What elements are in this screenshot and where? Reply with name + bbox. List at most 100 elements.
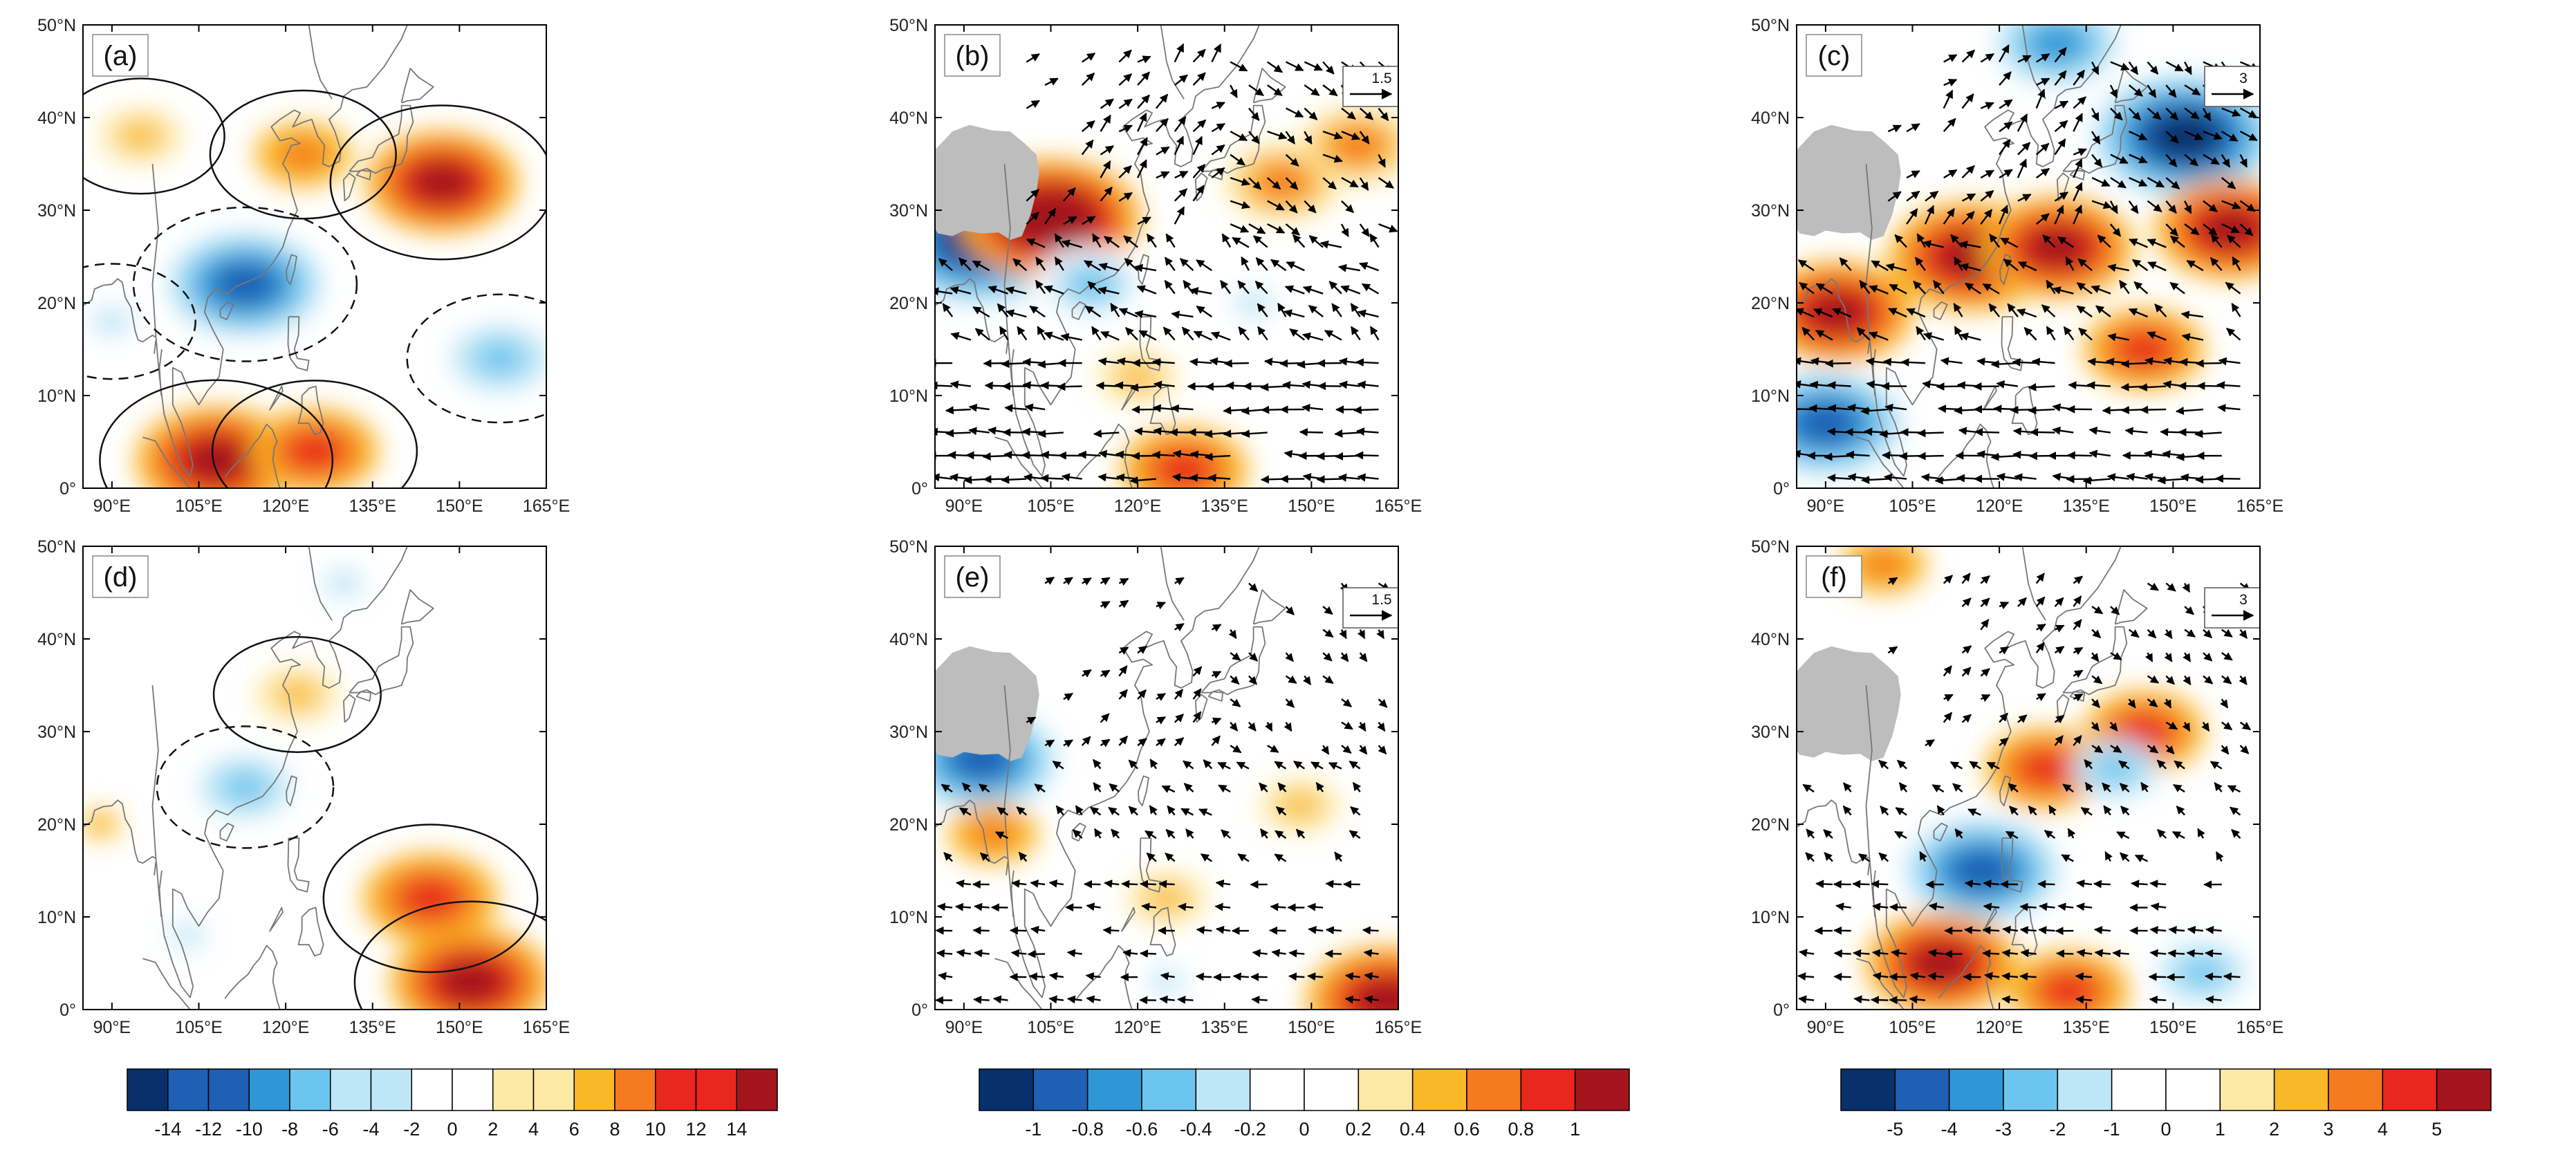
anomaly-blob-b-5 [1232,289,1275,317]
y-tick-label-f-0: 0° [1773,1001,1790,1020]
x-tick-label-d-1: 105°E [175,1018,222,1037]
cbar-b-e-swatch-5 [1249,1068,1305,1111]
coastline-d [83,546,434,1010]
x-tick-label-d-5: 165°E [523,1018,570,1037]
x-tick-label-e-0: 90°E [945,1018,983,1037]
cbar-b-e-tick-0: -1 [1025,1119,1041,1140]
cbar-b-e-swatch-4 [1195,1068,1251,1111]
y-tick-label-c-4: 40°N [1751,109,1790,128]
cbar-c-f-swatch-10 [2382,1068,2438,1111]
panel-b: 1.5 (b) 90°E 105°E 120°E 135°E 150°E 165°E 0° 10°… [889,16,1422,516]
x-tick-label-c-0: 90°E [1807,496,1844,516]
anomaly-blob-d-2 [222,772,268,803]
panel-c: 3 (c) 90°E 105°E 120°E 135°E 150°E 165°E 0° 10°N 2… [1751,16,2283,516]
panel-label-box-b [944,34,1001,77]
anomaly-blob-f-2 [2041,973,2096,1010]
cbar-b-e-swatch-7 [1358,1068,1414,1111]
anomaly-blob-f-0 [1950,849,2014,892]
y-tick-label-c-3: 30°N [1751,201,1790,221]
anomaly-blob-f-1 [1909,942,1974,985]
anomaly-blob-a-2 [278,138,328,171]
x-tick-label-f-2: 120°E [1976,1018,2023,1037]
cbar-a-d-swatch-9 [492,1068,535,1111]
wind-vectors-c [1797,44,2259,485]
cbar-a-d-tick-11: 8 [609,1119,620,1140]
anomaly-blob-f-6 [2180,957,2225,987]
cbar-a-d-swatch-14 [695,1068,737,1111]
cbar-a-d-tick-7: 0 [447,1119,457,1140]
tibetan-plateau-mask-f [1797,646,1901,761]
cbar-a-d-tick-14: 14 [726,1119,747,1140]
cbar-b-e-tick-3: -0.4 [1180,1119,1212,1140]
anomaly-blob-d-5 [324,570,364,597]
panel-frame-f [1796,546,2261,1010]
y-tick-label-f-3: 30°N [1751,723,1790,742]
x-tick-label-c-1: 105°E [1889,496,1936,516]
anomaly-blob-e-4 [1149,969,1185,994]
anomaly-blob-b-1 [1014,195,1087,244]
y-tick-label-a-0: 0° [59,479,76,499]
anomaly-shading-f [1840,546,2245,1010]
cbar-a-d-tick-2: -10 [236,1119,263,1140]
cbar-b-e-tick-10: 1 [1570,1119,1580,1140]
y-tick-label-f-1: 10°N [1751,908,1790,927]
x-tick-label-e-2: 120°E [1114,1018,1161,1037]
x-tick-label-b-0: 90°E [945,496,983,516]
cbar-a-d-swatch-12 [614,1068,656,1111]
cbar-a-d-swatch-13 [655,1068,697,1111]
tibetan-plateau-mask-b [935,124,1039,240]
anomaly-contours-a [83,77,546,488]
cbar-c-f-tick-1: -4 [1941,1119,1958,1140]
panel-frame-a [82,24,547,489]
anomaly-blob-d-0 [400,878,461,919]
cbar-a-d-tick-12: 10 [645,1119,666,1140]
cbar-c-f-swatch-1 [1894,1068,1950,1111]
y-tick-label-e-1: 10°N [889,908,928,927]
x-tick-label-f-4: 150°E [2149,1018,2196,1037]
reference-vector-box-f [2204,587,2261,629]
y-tick-label-c-0: 0° [1773,479,1790,499]
panel-label-box-c [1806,34,1862,77]
anomaly-blob-f-4 [2019,750,2073,787]
anomaly-blob-f-3 [2117,714,2171,750]
cbar-c-f-tick-10: 5 [2431,1119,2442,1140]
cbar-b-e-tick-2: -0.6 [1126,1119,1158,1140]
x-tick-label-b-4: 150°E [1288,496,1335,516]
panel-label-box-e [944,555,1001,598]
anomaly-blob-c-3 [1797,402,1857,445]
cbar-a-d-swatch-1 [167,1068,210,1111]
cbar-c-f-tick-6: 1 [2215,1119,2225,1140]
x-tick-label-f-3: 135°E [2063,1018,2110,1037]
tibetan-plateau-mask-e [935,646,1039,761]
anomaly-blob-c-7 [2030,25,2084,62]
coastline-e [935,546,1286,1010]
coastline-a [83,25,434,488]
cbar-a-d-tick-1: -12 [195,1119,222,1140]
anomaly-blob-c-4 [1805,290,1869,333]
cbar-c-f-tick-4: -1 [2104,1119,2120,1140]
panel-e: 1.5 (e) 90°E 105°E 120°E 135°E 150°E 165°E 0° 10°… [889,537,1422,1037]
y-tick-label-d-3: 30°N [37,723,76,742]
cbar-b-e-swatch-6 [1304,1068,1360,1111]
anomaly-blob-f-7 [1861,550,1906,580]
y-tick-label-a-3: 30°N [37,201,76,221]
x-tick-label-d-2: 120°E [262,1018,309,1037]
reference-vector-label-f: 3 [2239,592,2248,608]
x-tick-label-f-0: 90°E [1807,1018,1844,1037]
x-tick-label-c-5: 165°E [2236,496,2283,516]
anomaly-blob-b-6 [1117,363,1158,391]
cbar-c-f-swatch-8 [2273,1068,2329,1111]
x-tick-label-c-2: 120°E [1976,496,2023,516]
reference-vector-box-e [1342,587,1399,629]
cbar-b-e-swatch-8 [1411,1068,1467,1111]
cbar-a-d-swatch-8 [452,1068,494,1111]
cbar-c-f-swatch-7 [2219,1068,2275,1111]
cbar-b-e-swatch-9 [1466,1068,1522,1111]
x-tick-label-b-1: 105°E [1027,496,1074,516]
panel-label-box-d [92,555,149,598]
y-tick-label-b-3: 30°N [889,201,928,221]
cbar-c-f-swatch-11 [2436,1068,2492,1111]
cbar-a-d-tick-8: 2 [488,1119,498,1140]
anomaly-blob-a-5 [475,342,525,375]
y-tick-label-b-0: 0° [911,479,928,499]
